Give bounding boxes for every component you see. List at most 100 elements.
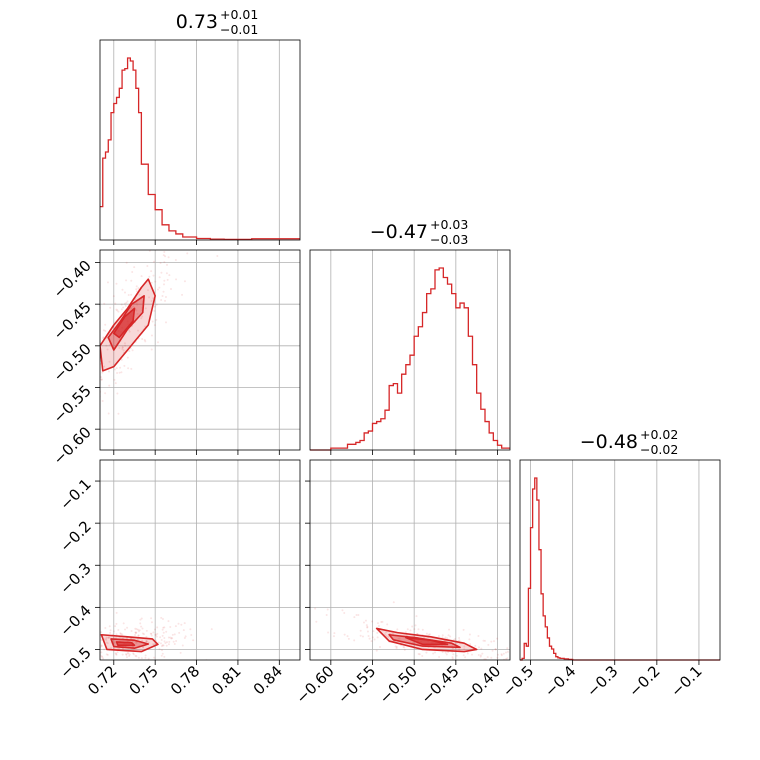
sample-point (150, 270, 153, 273)
sample-point (135, 285, 138, 288)
hist-layer (100, 57, 720, 661)
sample-point (462, 654, 465, 657)
sample-point (147, 289, 150, 292)
sample-point (411, 625, 414, 628)
sample-point (162, 644, 165, 647)
xtick-label-0-1: 0.75 (126, 662, 162, 698)
sample-point (141, 627, 144, 630)
sample-point (458, 648, 461, 651)
sample-point (132, 664, 134, 666)
sample-point (133, 266, 136, 269)
sample-point (496, 637, 499, 640)
sample-point (477, 634, 480, 637)
sample-point (122, 647, 125, 650)
sample-point (406, 628, 409, 631)
sample-point (91, 633, 93, 635)
sample-point (164, 255, 167, 258)
sample-point (95, 646, 97, 648)
sample-point (150, 621, 153, 624)
sample-point (147, 641, 150, 644)
sample-point (164, 247, 166, 249)
sample-point (452, 653, 455, 656)
contour-level-0-2 (112, 307, 136, 339)
sample-point (494, 648, 497, 651)
sample-point (304, 618, 306, 620)
sample-point (446, 637, 449, 640)
sample-point (303, 615, 305, 617)
ytick-label-1-3: −0.45 (50, 298, 95, 343)
sample-point (100, 644, 103, 647)
sample-point (567, 653, 569, 655)
panel-1-0-frame (99, 249, 301, 451)
sample-point (477, 653, 480, 656)
sample-point (506, 647, 509, 650)
sample-point (126, 300, 129, 303)
sample-point (60, 433, 62, 435)
sample-point (79, 636, 81, 638)
sample-point (417, 653, 420, 656)
sample-point (341, 609, 344, 612)
sample-point (108, 636, 111, 639)
sample-point (396, 628, 399, 631)
sample-point (465, 667, 467, 669)
sample-point (163, 250, 166, 253)
sample-point (150, 300, 153, 303)
sample-point (151, 320, 154, 323)
sample-point (83, 379, 85, 381)
sample-point (483, 639, 486, 642)
sample-point (159, 642, 162, 645)
sample-point (167, 643, 170, 646)
sample-point (139, 618, 142, 621)
sample-point (165, 272, 168, 275)
sample-point (481, 652, 484, 655)
sample-point (181, 207, 183, 209)
sample-point (332, 635, 335, 638)
sample-point (386, 623, 389, 626)
sample-point (502, 652, 505, 655)
sample-point (448, 628, 451, 631)
sample-point (183, 246, 185, 248)
xtick-label-1-1: −0.55 (334, 662, 379, 707)
sample-point (160, 271, 163, 274)
sample-point (108, 384, 111, 387)
title-layer: 0.73 +0.01−0.01 −0.47 +0.03−0.03 −0.48 +0.02−… (176, 7, 679, 457)
sample-point (359, 634, 362, 637)
sample-point (194, 180, 196, 182)
sample-point (119, 633, 122, 636)
sample-point (458, 639, 461, 642)
sample-point (413, 628, 416, 631)
sample-point (186, 252, 189, 255)
sample-point (163, 283, 166, 286)
sample-point (134, 631, 137, 634)
sample-point (447, 634, 450, 637)
sample-point (121, 346, 124, 349)
sample-point (60, 649, 62, 651)
sample-point (62, 648, 64, 650)
sample-point (62, 426, 64, 428)
sample-point (100, 631, 103, 634)
contours-1 (100, 633, 159, 653)
contour-level-1-2 (115, 641, 136, 647)
sample-point (474, 644, 477, 647)
sample-point (162, 290, 165, 293)
title-upper-2: +0.02 (640, 427, 678, 442)
sample-point (357, 613, 360, 616)
title-upper-0: +0.01 (220, 7, 258, 22)
sample-point (504, 651, 507, 654)
sample-point (482, 639, 485, 642)
sample-point (189, 628, 192, 631)
sample-point (95, 347, 97, 349)
sample-point (451, 657, 454, 660)
sample-point (353, 639, 356, 642)
sample-point (158, 276, 161, 279)
sample-point (144, 325, 147, 328)
sample-point (84, 632, 86, 634)
sample-point (159, 636, 162, 639)
sample-point (425, 651, 428, 654)
sample-point (409, 629, 412, 632)
sample-point (109, 631, 112, 634)
sample-point (143, 338, 146, 341)
sample-point (141, 632, 144, 635)
sample-point (120, 371, 123, 374)
sample-point (93, 380, 95, 382)
